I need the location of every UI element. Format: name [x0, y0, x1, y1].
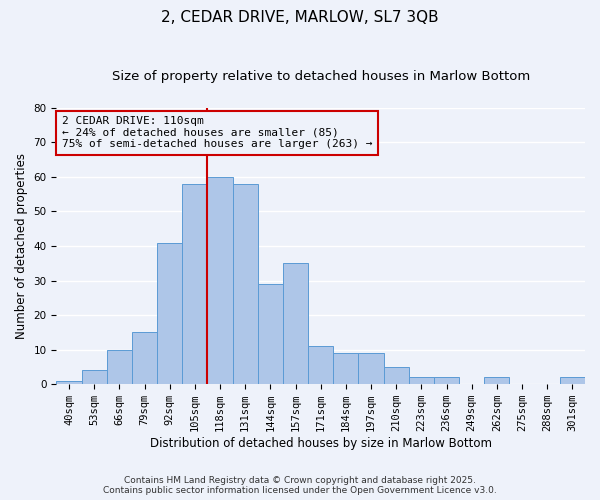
- Text: 2, CEDAR DRIVE, MARLOW, SL7 3QB: 2, CEDAR DRIVE, MARLOW, SL7 3QB: [161, 10, 439, 25]
- Bar: [560, 378, 585, 384]
- Bar: [383, 367, 409, 384]
- Bar: [409, 378, 434, 384]
- Bar: [358, 353, 383, 384]
- Bar: [233, 184, 258, 384]
- X-axis label: Distribution of detached houses by size in Marlow Bottom: Distribution of detached houses by size …: [150, 437, 492, 450]
- Text: 2 CEDAR DRIVE: 110sqm
← 24% of detached houses are smaller (85)
75% of semi-deta: 2 CEDAR DRIVE: 110sqm ← 24% of detached …: [62, 116, 372, 150]
- Bar: [82, 370, 107, 384]
- Bar: [182, 184, 208, 384]
- Bar: [132, 332, 157, 384]
- Bar: [484, 378, 509, 384]
- Text: Contains HM Land Registry data © Crown copyright and database right 2025.
Contai: Contains HM Land Registry data © Crown c…: [103, 476, 497, 495]
- Bar: [308, 346, 333, 384]
- Bar: [434, 378, 459, 384]
- Y-axis label: Number of detached properties: Number of detached properties: [15, 153, 28, 339]
- Bar: [333, 353, 358, 384]
- Bar: [157, 242, 182, 384]
- Bar: [258, 284, 283, 384]
- Bar: [107, 350, 132, 384]
- Bar: [208, 177, 233, 384]
- Bar: [283, 264, 308, 384]
- Title: Size of property relative to detached houses in Marlow Bottom: Size of property relative to detached ho…: [112, 70, 530, 83]
- Bar: [56, 381, 82, 384]
